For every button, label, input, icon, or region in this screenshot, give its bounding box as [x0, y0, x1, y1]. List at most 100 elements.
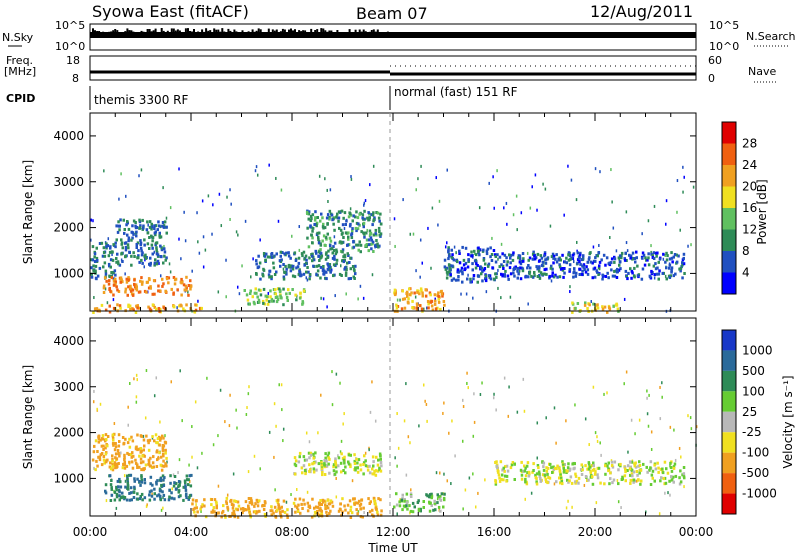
region-cell — [678, 476, 681, 480]
region-cell — [119, 277, 122, 281]
scatter-cell — [123, 474, 126, 478]
region-cell — [104, 483, 108, 487]
region-cell — [608, 263, 612, 267]
scatter-cell — [468, 476, 471, 480]
region-cell — [162, 464, 166, 468]
region-cell — [583, 303, 587, 307]
region-cell — [505, 263, 509, 267]
scatter-cell — [425, 402, 428, 406]
region-cell — [482, 258, 486, 262]
region-cell — [102, 455, 106, 458]
region-cell — [100, 241, 104, 245]
scatter-cell — [661, 381, 663, 385]
scatter-cell — [414, 295, 417, 299]
region-cell — [668, 263, 672, 267]
region-cell — [494, 461, 497, 464]
scatter-cell — [232, 472, 235, 476]
scatter-cell — [507, 414, 510, 418]
region-cell — [151, 483, 154, 487]
scatter-cell — [317, 431, 319, 435]
region-cell — [127, 487, 130, 491]
region-cell — [107, 282, 111, 286]
region-cell — [682, 474, 686, 478]
region-cell — [440, 292, 444, 296]
region-cell — [172, 291, 175, 295]
region-cell — [104, 489, 107, 493]
region-cell — [430, 496, 433, 500]
region-cell — [445, 270, 449, 274]
region-cell — [142, 448, 145, 452]
region-cell — [307, 505, 310, 509]
region-cell — [324, 456, 327, 460]
region-cell — [296, 510, 300, 513]
scatter-cell — [472, 472, 474, 476]
region-cell — [114, 282, 117, 286]
region-cell — [636, 264, 639, 268]
scatter-cell — [430, 266, 432, 270]
region-cell — [141, 498, 144, 502]
region-cell — [547, 476, 550, 479]
region-cell — [470, 250, 473, 254]
region-cell — [681, 263, 684, 267]
region-cell — [143, 481, 147, 485]
scatter-cell — [171, 487, 174, 491]
region-cell — [155, 480, 158, 484]
scatter-cell — [634, 432, 636, 436]
region-cell — [632, 274, 636, 278]
scatter-cell — [280, 188, 283, 192]
region-cell — [519, 277, 523, 281]
region-cell — [578, 256, 581, 260]
region-cell — [341, 231, 344, 235]
region-cell — [580, 272, 583, 276]
region-cell — [359, 250, 362, 254]
region-cell — [121, 436, 125, 439]
power-colorbar-swatch — [722, 122, 736, 144]
region-cell — [126, 233, 129, 237]
scatter-cell — [103, 169, 105, 173]
scatter-cell — [434, 297, 436, 301]
region-cell — [511, 253, 515, 257]
region-cell — [189, 287, 192, 291]
region-cell — [145, 280, 149, 284]
region-cell — [286, 508, 289, 512]
region-cell — [254, 502, 257, 506]
region-cell — [375, 455, 378, 459]
region-cell — [620, 254, 623, 258]
region-cell — [299, 274, 302, 278]
scatter-cell — [569, 290, 571, 294]
region-cell — [307, 451, 311, 455]
region-cell — [415, 302, 419, 306]
region-cell — [232, 509, 235, 513]
region-cell — [579, 251, 582, 255]
region-cell — [139, 495, 142, 498]
scatter-cell — [183, 210, 185, 214]
region-cell — [470, 254, 474, 258]
region-cell — [628, 460, 632, 464]
region-cell — [270, 513, 273, 517]
region-cell — [304, 472, 307, 476]
region-cell — [592, 464, 595, 468]
region-cell — [140, 478, 144, 482]
region-cell — [164, 462, 167, 466]
region-cell — [613, 274, 617, 278]
region-cell — [90, 272, 93, 276]
scatter-cell — [674, 458, 677, 462]
scatter-cell — [359, 284, 362, 288]
region-cell — [221, 509, 225, 513]
region-cell — [283, 271, 287, 275]
region-cell — [475, 253, 478, 257]
region-cell — [367, 243, 371, 247]
scatter-cell — [609, 236, 611, 240]
region-cell — [338, 272, 342, 276]
region-cell — [131, 466, 135, 470]
region-cell — [657, 260, 660, 264]
region-cell — [542, 465, 545, 469]
region-cell — [311, 462, 314, 466]
region-cell — [155, 465, 159, 468]
region-cell — [443, 303, 446, 307]
scatter-cell — [133, 377, 135, 381]
region-cell — [319, 219, 322, 223]
region-cell — [673, 462, 677, 466]
region-cell — [329, 247, 332, 251]
region-cell — [145, 434, 148, 438]
